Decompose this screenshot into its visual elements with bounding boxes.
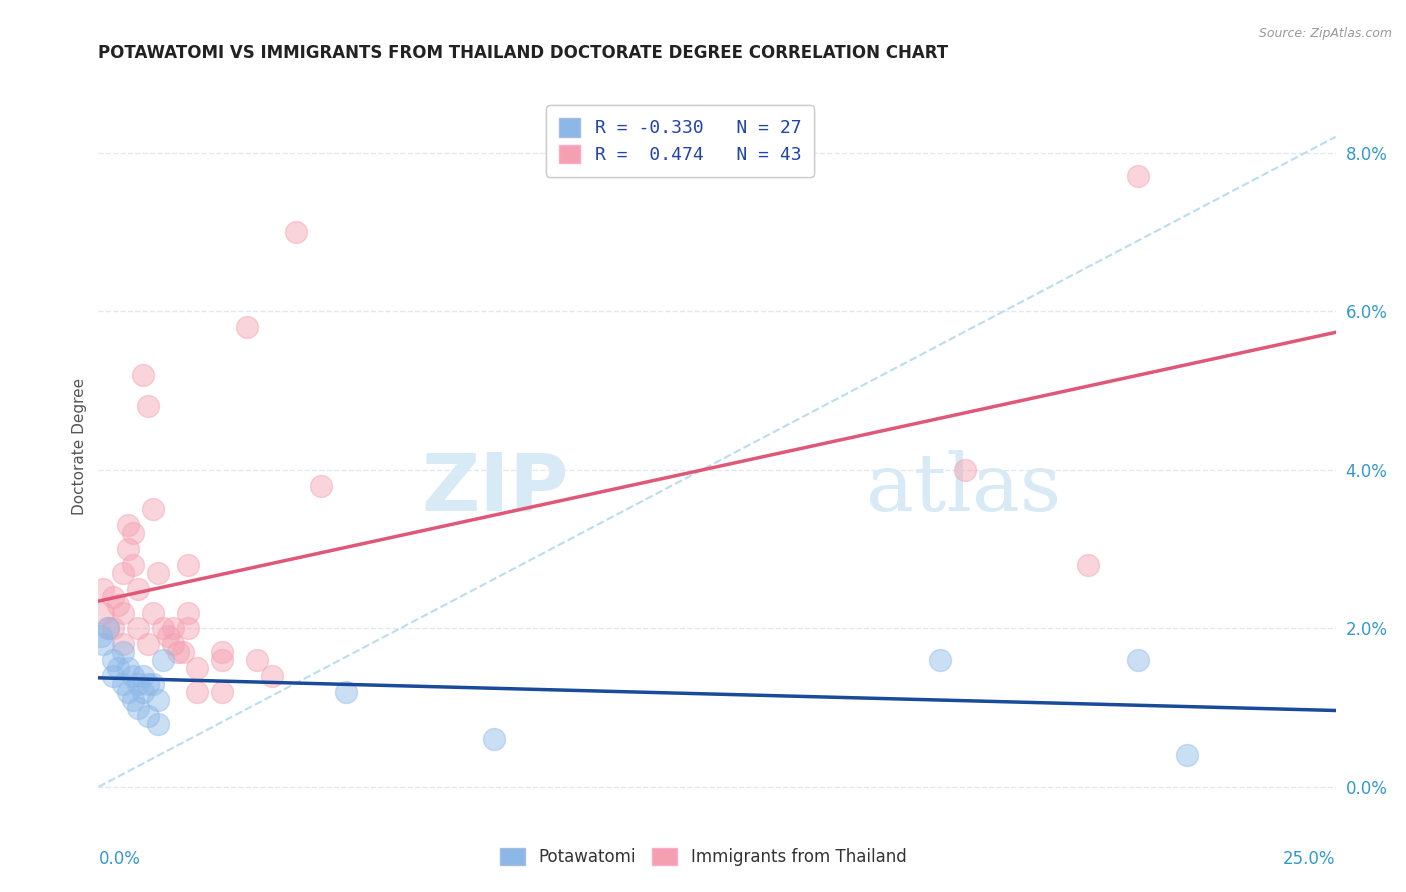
Text: 0.0%: 0.0%: [98, 850, 141, 869]
Point: [186, 661, 208, 675]
Point: [136, 400, 159, 414]
Point: [97, 621, 120, 635]
Point: [176, 606, 198, 620]
Point: [112, 637, 135, 651]
Point: [484, 732, 506, 747]
Point: [112, 677, 135, 691]
Point: [335, 685, 357, 699]
Point: [127, 621, 149, 635]
Point: [156, 629, 179, 643]
Point: [142, 502, 165, 516]
Text: POTAWATOMI VS IMMIGRANTS FROM THAILAND DOCTORATE DEGREE CORRELATION CHART: POTAWATOMI VS IMMIGRANTS FROM THAILAND D…: [98, 45, 949, 62]
Point: [176, 621, 198, 635]
Point: [127, 677, 149, 691]
Point: [136, 677, 159, 691]
Point: [112, 606, 135, 620]
Point: [166, 645, 188, 659]
Point: [142, 677, 165, 691]
Point: [246, 653, 269, 667]
Point: [97, 621, 120, 635]
Point: [172, 645, 194, 659]
Point: [136, 637, 159, 651]
Point: [309, 478, 332, 492]
Point: [93, 606, 115, 620]
Point: [1077, 558, 1099, 572]
Point: [107, 598, 129, 612]
Point: [122, 669, 145, 683]
Point: [132, 685, 155, 699]
Point: [186, 685, 208, 699]
Point: [132, 368, 155, 382]
Point: [103, 653, 125, 667]
Point: [103, 669, 125, 683]
Point: [146, 692, 169, 706]
Point: [112, 645, 135, 659]
Point: [285, 225, 308, 239]
Point: [146, 716, 169, 731]
Point: [117, 685, 139, 699]
Point: [211, 653, 233, 667]
Point: [176, 558, 198, 572]
Point: [211, 645, 233, 659]
Text: Source: ZipAtlas.com: Source: ZipAtlas.com: [1258, 27, 1392, 40]
Point: [146, 566, 169, 580]
Legend: R = -0.330   N = 27, R =  0.474   N = 43: R = -0.330 N = 27, R = 0.474 N = 43: [546, 105, 814, 177]
Point: [93, 637, 115, 651]
Point: [928, 653, 950, 667]
Point: [103, 621, 125, 635]
Point: [132, 669, 155, 683]
Point: [1126, 169, 1149, 184]
Text: 25.0%: 25.0%: [1284, 850, 1336, 869]
Point: [122, 526, 145, 541]
Point: [136, 708, 159, 723]
Point: [142, 606, 165, 620]
Point: [260, 669, 283, 683]
Point: [127, 700, 149, 714]
Point: [152, 621, 174, 635]
Point: [117, 518, 139, 533]
Point: [211, 685, 233, 699]
Point: [107, 661, 129, 675]
Point: [117, 661, 139, 675]
Point: [1175, 748, 1198, 763]
Point: [127, 582, 149, 596]
Point: [112, 566, 135, 580]
Legend: Potawatomi, Immigrants from Thailand: Potawatomi, Immigrants from Thailand: [491, 840, 915, 875]
Point: [953, 463, 976, 477]
Point: [122, 692, 145, 706]
Point: [93, 582, 115, 596]
Point: [162, 621, 184, 635]
Point: [152, 653, 174, 667]
Point: [1126, 653, 1149, 667]
Point: [103, 590, 125, 604]
Point: [162, 637, 184, 651]
Point: [117, 542, 139, 557]
Y-axis label: Doctorate Degree: Doctorate Degree: [72, 377, 87, 515]
Text: atlas: atlas: [866, 450, 1060, 528]
Point: [122, 558, 145, 572]
Text: ZIP: ZIP: [422, 450, 568, 528]
Point: [236, 320, 259, 334]
Point: [90, 629, 112, 643]
